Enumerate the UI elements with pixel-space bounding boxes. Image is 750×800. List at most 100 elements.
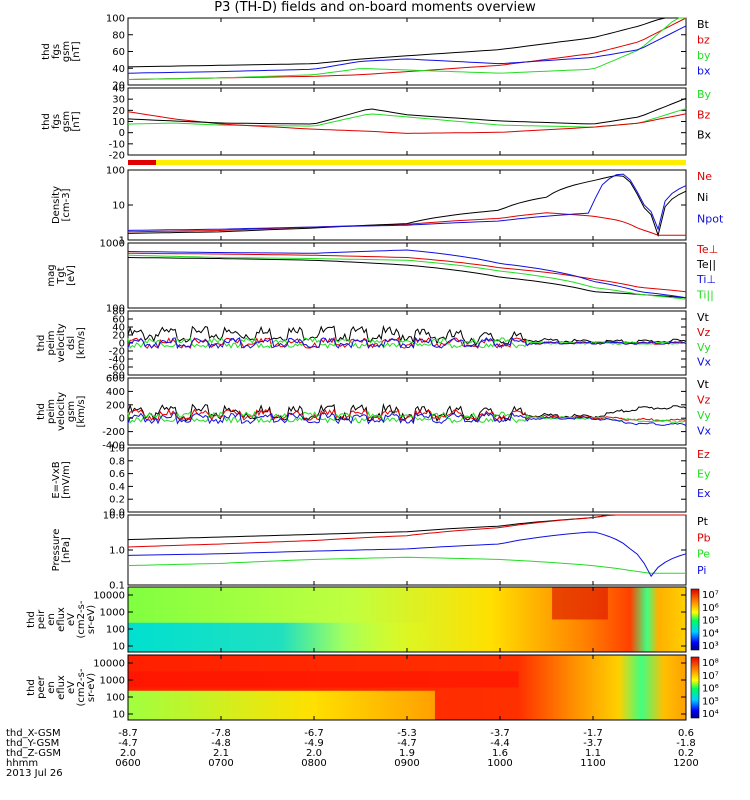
y-axis-label: thd (26, 611, 37, 628)
time-axis-value: 1000 (487, 758, 512, 769)
date-label: 2013 Jul 26 (6, 768, 63, 779)
y-axis-label: velocity (56, 392, 67, 431)
series-line-Te|| (127, 257, 687, 299)
series-line-Vz (127, 408, 687, 422)
series-line-Vy (127, 336, 687, 350)
time-axis-value: 0600 (115, 758, 140, 769)
legend-Ez: Ez (697, 448, 710, 461)
y-axis-label: eflux (56, 675, 67, 700)
y-axis-label: peer (36, 675, 47, 699)
y-axis-label: E=-VxB (51, 461, 62, 498)
time-axis-value: 0700 (208, 758, 233, 769)
y-tick-label: 20 (112, 106, 125, 117)
legend-Vy: Vy (697, 341, 711, 354)
series-line-Bx (127, 97, 687, 125)
y-axis-label: fgs (51, 114, 62, 129)
y-axis-label: [mV/m] (61, 461, 72, 499)
y-tick-label: 60 (112, 47, 125, 58)
legend-Vt: Vt (697, 378, 710, 391)
y-tick-label: 10 (112, 117, 125, 128)
y-tick-label: 10 (112, 201, 125, 212)
panel-frame (127, 377, 687, 446)
time-axis-value: 1.9 (399, 748, 415, 759)
time-axis-value: 0.6 (678, 728, 694, 739)
colorbar-tick-label: 10³ (702, 641, 719, 652)
time-axis-row-label: thd_Y-GSM (6, 738, 59, 749)
time-axis-value: 1.6 (492, 748, 508, 759)
y-axis-label: Tgt (56, 267, 67, 284)
legend-bz: bz (697, 34, 710, 47)
series-line-Vx (127, 411, 687, 427)
series-line-Pi (127, 531, 687, 578)
spectrogram-core (552, 587, 608, 620)
y-axis-label: eV (66, 681, 77, 694)
y-axis-label: thd (26, 679, 37, 696)
time-axis-value: -7.8 (211, 728, 231, 739)
y-axis-label: gsm (61, 111, 72, 132)
y-tick-label: 60 (112, 315, 125, 326)
y-axis-label: en (46, 681, 57, 694)
colorbar-tick-label: 10⁵ (702, 616, 719, 627)
y-axis-label: eV (66, 613, 77, 626)
y-tick-label: 200 (106, 400, 125, 411)
y-tick-label: 100 (106, 693, 125, 704)
y-axis-label: peim (46, 399, 57, 424)
y-tick-label: -400 (102, 441, 125, 452)
y-axis-label: velocity (56, 323, 67, 362)
series-line-Vz (127, 336, 687, 350)
spectrogram-core (128, 671, 519, 688)
y-axis-label: thd (41, 113, 52, 130)
y-axis-label: (cm2-s- (76, 600, 87, 638)
series-line-bx (127, 25, 687, 74)
colorbar-tick-label: 10⁶ (702, 684, 719, 695)
time-axis-value: -4.4 (490, 738, 510, 749)
colorbar-tick-label: 10⁷ (702, 590, 719, 601)
y-axis-label: en (46, 613, 57, 626)
time-axis-value: -3.7 (490, 728, 510, 739)
y-axis-label: [nPa] (61, 537, 72, 563)
series-line-Bz (127, 111, 687, 134)
series-line-By (127, 108, 687, 128)
y-tick-label: 1000 (100, 239, 125, 250)
y-tick-label: -200 (102, 427, 125, 438)
y-tick-label: 100 (106, 625, 125, 636)
y-tick-label: 80 (112, 307, 125, 318)
legend-Vx: Vx (697, 356, 712, 369)
legend-Te⊥: Te⊥ (696, 243, 718, 256)
time-axis-value: 1100 (580, 758, 605, 769)
y-tick-label: 1000 (100, 608, 125, 619)
y-axis-label: Density (51, 186, 62, 224)
series-line-Vy (127, 410, 687, 424)
y-axis-label: peir (36, 609, 47, 629)
time-axis-value: -4.7 (118, 738, 138, 749)
series-line-Ti|| (127, 254, 687, 300)
panel-frame (127, 514, 687, 586)
time-axis-value: -6.7 (304, 728, 324, 739)
time-axis-value: 2.1 (213, 748, 229, 759)
y-tick-label: 1.0 (109, 546, 125, 557)
y-tick-label: -10 (109, 139, 125, 150)
y-tick-label: 1.0 (109, 444, 125, 455)
time-axis-value: 1200 (673, 758, 698, 769)
y-axis-label: fgs (51, 44, 62, 59)
y-axis-label: thd (41, 43, 52, 60)
legend-Bx: Bx (697, 129, 712, 142)
time-axis-row-label: thd_Z-GSM (6, 748, 61, 759)
y-axis-label: thd (36, 335, 47, 352)
legend-Vt: Vt (697, 311, 710, 324)
series-line-Ni (127, 175, 687, 237)
panel-velocity_gsm: 600 400 200 0 -200 -400 thd peim velocity gsm [km/… (36, 374, 712, 452)
legend-Vx: Vx (697, 425, 712, 438)
legend-Pt: Pt (697, 515, 709, 528)
legend-By: By (697, 88, 712, 101)
y-axis-label: [km/s] (76, 327, 87, 359)
y-tick-label: 0 (119, 414, 125, 425)
series-line-Te⊥ (128, 252, 687, 293)
time-axis-value: -8.7 (118, 728, 138, 739)
chart-title: P3 (TH-D) fields and on-board moments ov… (214, 0, 536, 15)
colorbar-tick-label: 10⁸ (702, 658, 719, 669)
